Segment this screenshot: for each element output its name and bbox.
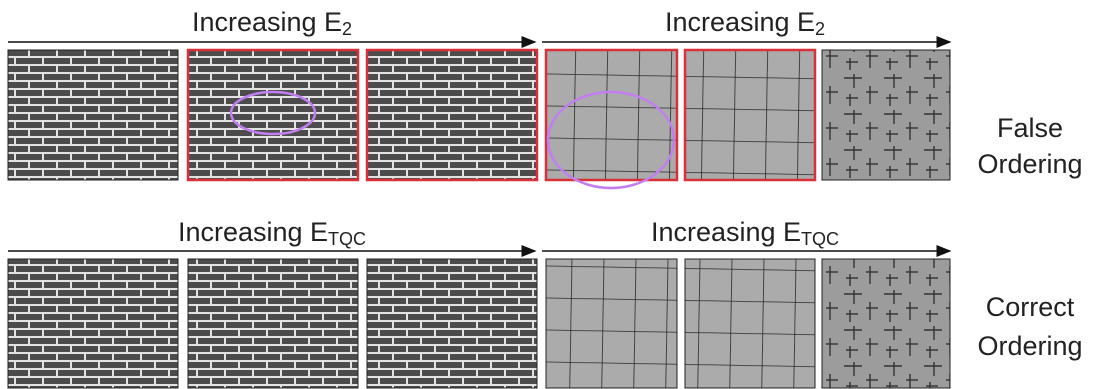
texture-image: [822, 259, 950, 388]
row-label: Ordering: [977, 331, 1082, 361]
heading: Increasing ETQC: [651, 217, 839, 249]
heading-subscript: 2: [815, 19, 825, 39]
heading: Increasing E2: [665, 7, 825, 39]
heading: Increasing E2: [192, 7, 352, 39]
texture-image: [367, 50, 537, 180]
heading-subscript: 2: [342, 19, 352, 39]
row-label: Correct: [986, 292, 1075, 322]
figure: Increasing E2Increasing E2FalseOrderingI…: [0, 0, 1104, 389]
texture-image: [367, 259, 537, 388]
texture-image: [8, 50, 178, 180]
heading-text: Increasing E: [178, 217, 328, 247]
texture-image: [188, 259, 358, 388]
row-label: False: [997, 113, 1063, 143]
texture-image: [546, 259, 677, 388]
heading: Increasing ETQC: [178, 217, 366, 249]
texture-image: [8, 259, 178, 388]
heading-subscript: TQC: [801, 229, 839, 249]
texture-image: [822, 50, 950, 180]
texture-image: [546, 50, 677, 180]
row-label: Ordering: [977, 149, 1082, 179]
heading-text: Increasing E: [651, 217, 801, 247]
texture-image: [685, 259, 815, 388]
texture-image: [685, 50, 815, 180]
heading-subscript: TQC: [328, 229, 366, 249]
texture-image: [188, 50, 358, 180]
heading-text: Increasing E: [192, 7, 342, 37]
heading-text: Increasing E: [665, 7, 815, 37]
